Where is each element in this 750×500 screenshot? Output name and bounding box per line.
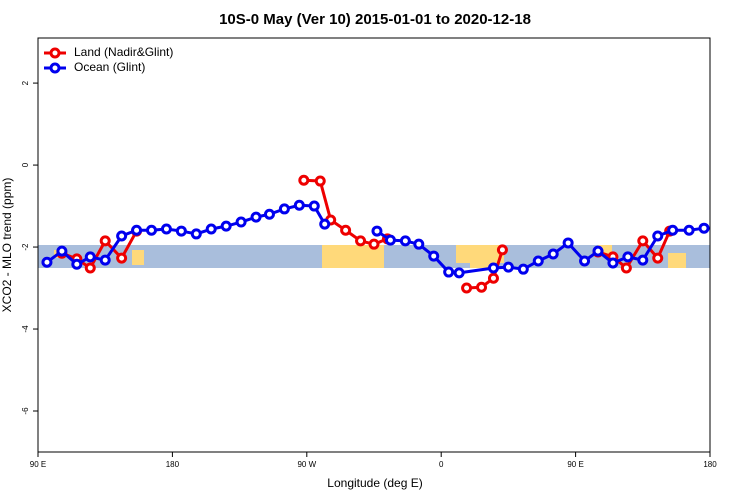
data-point: [443, 266, 455, 278]
y-tick-label: 0: [21, 162, 30, 167]
data-point: [579, 255, 591, 267]
data-point: [461, 282, 473, 294]
data-point: [175, 225, 187, 237]
y-tick-label: -4: [21, 325, 30, 333]
y-tick-label: -6: [21, 407, 30, 415]
x-tick-label: 90 W: [297, 460, 316, 469]
data-point: [41, 256, 53, 268]
data-point: [308, 200, 320, 212]
data-point: [620, 262, 632, 274]
legend-marker: [49, 47, 61, 59]
data-point: [476, 281, 488, 293]
data-point: [399, 235, 411, 247]
data-point: [99, 235, 111, 247]
plot-frame: [37, 37, 711, 453]
data-point: [517, 263, 529, 275]
data-point: [235, 216, 247, 228]
data-point: [190, 228, 202, 240]
data-point: [263, 208, 275, 220]
x-tick-label: 90 E: [567, 460, 583, 469]
y-tick-label: -2: [21, 243, 30, 251]
data-point: [487, 262, 499, 274]
data-point: [622, 251, 634, 263]
data-point: [71, 258, 83, 270]
data-point: [371, 225, 383, 237]
x-tick-label: 180: [166, 460, 180, 469]
data-point: [319, 218, 331, 230]
chart-title: 10S-0 May (Ver 10) 2015-01-01 to 2020-12…: [219, 11, 531, 28]
data-point: [314, 175, 326, 187]
data-point: [562, 237, 574, 249]
data-point: [250, 211, 262, 223]
data-point: [502, 261, 514, 273]
data-point: [298, 174, 310, 186]
data-point: [340, 224, 352, 236]
data-point: [652, 252, 664, 264]
data-point: [547, 248, 559, 260]
data-point: [532, 255, 544, 267]
data-point: [84, 262, 96, 274]
data-point: [145, 224, 157, 236]
data-point: [698, 222, 710, 234]
y-tick-label: 2: [21, 80, 30, 85]
data-point: [413, 238, 425, 250]
data-point: [652, 230, 664, 242]
data-point: [293, 199, 305, 211]
x-tick-label: 90 E: [30, 460, 46, 469]
data-point: [116, 252, 128, 264]
data-point: [205, 223, 217, 235]
x-tick-label: 0: [439, 460, 444, 469]
x-tick-label: 180: [703, 460, 717, 469]
data-point: [607, 257, 619, 269]
legend-label: Land (Nadir&Glint): [74, 45, 173, 59]
data-point: [496, 244, 508, 256]
data-point: [56, 245, 68, 257]
data-point: [116, 230, 128, 242]
data-point: [453, 267, 465, 279]
y-axis-label: XCO2 - MLO trend (ppm): [0, 178, 14, 313]
land-patch: [598, 245, 612, 255]
land-patch: [132, 250, 144, 265]
land-patch: [470, 263, 496, 268]
data-point: [637, 235, 649, 247]
data-point: [368, 238, 380, 250]
legend-marker: [49, 62, 61, 74]
data-point: [220, 220, 232, 232]
data-point: [428, 250, 440, 262]
data-point: [592, 245, 604, 257]
data-point: [355, 235, 367, 247]
data-point: [487, 272, 499, 284]
land-patch: [668, 253, 686, 268]
land-patch: [322, 245, 384, 268]
data-point: [131, 224, 143, 236]
data-point: [683, 224, 695, 236]
data-point: [384, 234, 396, 246]
data-point: [160, 223, 172, 235]
legend-label: Ocean (Glint): [74, 60, 145, 74]
data-point: [278, 203, 290, 215]
land-patch: [456, 245, 504, 263]
x-axis-label: Longitude (deg E): [327, 476, 422, 490]
data-point: [637, 254, 649, 266]
data-point: [667, 224, 679, 236]
data-point: [99, 254, 111, 266]
data-point: [84, 251, 96, 263]
